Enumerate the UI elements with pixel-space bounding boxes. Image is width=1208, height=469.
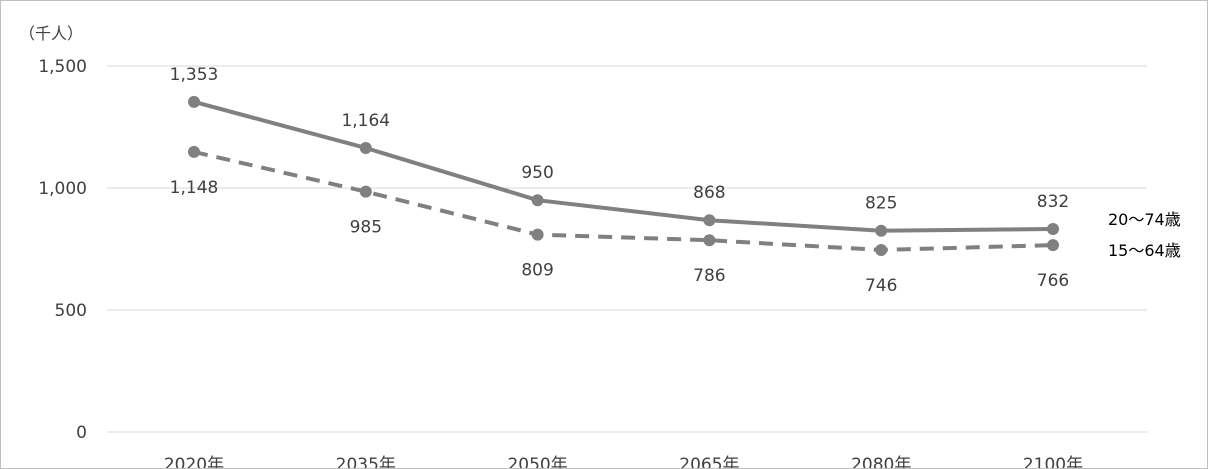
- data-labels: 1,353 1,164 950 868 825 832 20～74歳 1,148 985 809 7…: [170, 65, 1181, 296]
- data-label: 1,164: [341, 111, 390, 131]
- data-label: 825: [865, 194, 897, 214]
- y-axis-unit-label: （千人）: [19, 24, 83, 43]
- data-point: [188, 95, 200, 108]
- y-tick-label: 1,500: [38, 57, 87, 77]
- series-name-label: 15～64歳: [1108, 241, 1181, 260]
- x-tick-label: 2020年: [164, 455, 224, 468]
- x-tick-label: 2050年: [507, 455, 567, 468]
- grid-lines: [107, 65, 1147, 433]
- data-label: 1,353: [170, 65, 219, 85]
- data-label: 950: [521, 163, 553, 183]
- data-point: [703, 234, 716, 247]
- x-tick-label: 2080年: [851, 455, 911, 468]
- data-label: 1,148: [170, 178, 219, 198]
- data-point: [1047, 239, 1059, 252]
- y-tick-label: 500: [55, 301, 87, 321]
- data-label: 868: [693, 183, 725, 203]
- y-tick-label: 1,000: [38, 179, 87, 199]
- data-point: [875, 243, 888, 256]
- x-tick-label: 2100年: [1023, 455, 1083, 468]
- data-point: [359, 185, 372, 198]
- data-point: [188, 145, 200, 158]
- data-label: 809: [521, 261, 553, 281]
- y-axis-ticks: 0 500 1,000 1,500: [38, 57, 87, 443]
- y-tick-label: 0: [76, 423, 87, 443]
- data-point: [531, 228, 544, 241]
- data-point: [531, 194, 544, 207]
- data-label: 786: [693, 266, 725, 286]
- series-line: [193, 149, 1054, 252]
- data-label: 832: [1037, 192, 1069, 212]
- data-point: [703, 214, 716, 227]
- series-group: [188, 95, 1059, 256]
- series-name-label: 20～74歳: [1108, 210, 1181, 229]
- data-label: 766: [1037, 271, 1069, 291]
- series-line: [193, 99, 1054, 233]
- x-axis-ticks: 2020年 2035年 2050年 2065年 2080年 2100年: [164, 455, 1083, 468]
- data-label: 985: [350, 218, 382, 238]
- x-tick-label: 2035年: [336, 455, 396, 468]
- data-label: 746: [865, 276, 897, 296]
- x-tick-label: 2065年: [679, 455, 739, 468]
- data-point: [875, 224, 888, 237]
- data-point: [1047, 222, 1059, 235]
- data-point: [359, 141, 372, 154]
